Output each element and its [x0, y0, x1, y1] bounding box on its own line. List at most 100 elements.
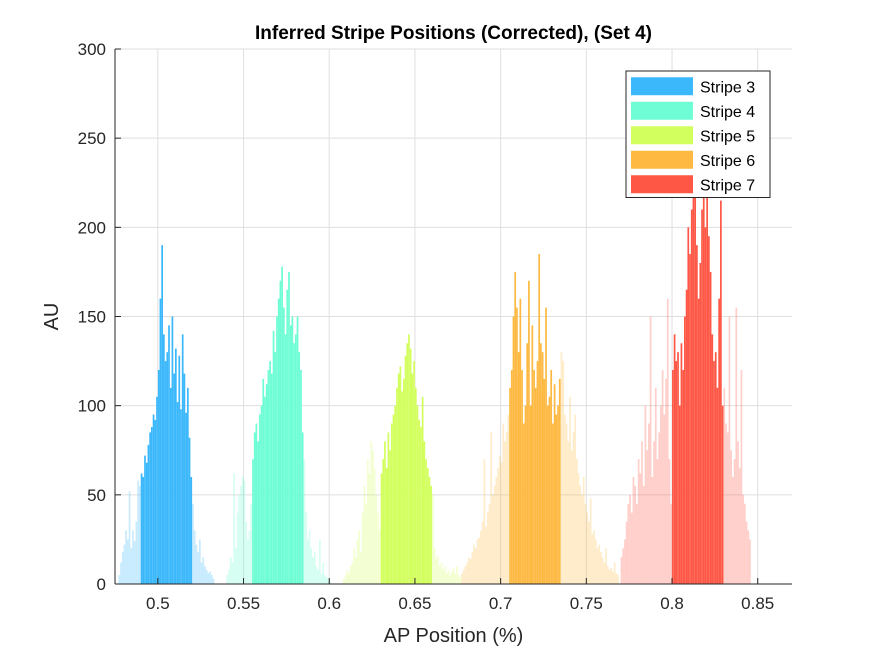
- bar: [632, 477, 635, 584]
- bar: [485, 526, 487, 584]
- bar: [540, 343, 542, 584]
- bar: [610, 567, 613, 584]
- bar: [546, 405, 549, 584]
- bar: [663, 414, 666, 584]
- bar: [720, 200, 722, 584]
- bar: [581, 494, 583, 584]
- bar: [204, 566, 206, 584]
- bar: [656, 459, 659, 584]
- bar: [128, 491, 131, 584]
- bar: [737, 441, 739, 584]
- y-tick-labels: 0 50 100 150 200 250 300: [78, 40, 106, 594]
- bar: [646, 450, 649, 584]
- bar: [150, 427, 153, 584]
- bar: [171, 316, 174, 584]
- bar: [457, 575, 460, 584]
- bar: [306, 539, 309, 584]
- bar: [747, 530, 750, 584]
- bar: [569, 396, 571, 584]
- bar: [726, 432, 729, 584]
- bar: [162, 334, 165, 584]
- bar: [315, 566, 318, 584]
- bar: [284, 334, 287, 584]
- bar: [612, 571, 614, 584]
- bar: [373, 468, 376, 584]
- bar: [495, 477, 498, 584]
- bar: [730, 450, 733, 584]
- bar: [699, 263, 702, 584]
- bar: [168, 325, 170, 584]
- bar: [363, 485, 366, 584]
- bar: [317, 569, 319, 584]
- legend-item: Stripe 3: [631, 77, 755, 96]
- bar: [147, 444, 150, 584]
- bar: [735, 307, 738, 584]
- bar: [438, 566, 441, 584]
- series-7: [620, 173, 751, 585]
- bar: [156, 396, 158, 584]
- bar: [118, 575, 121, 584]
- bar: [498, 455, 501, 584]
- bar: [531, 325, 534, 584]
- bar: [313, 551, 316, 584]
- bar: [701, 209, 703, 584]
- bar: [529, 405, 532, 584]
- bar: [385, 468, 388, 584]
- x-tick-label: 0.55: [227, 594, 260, 613]
- bar: [416, 405, 419, 584]
- bar: [250, 503, 253, 584]
- bar: [125, 530, 127, 584]
- bar: [514, 271, 517, 584]
- bar: [689, 254, 691, 584]
- bar: [202, 557, 205, 584]
- bar: [207, 573, 210, 584]
- bar: [303, 459, 306, 584]
- bar: [137, 480, 139, 584]
- bar: [601, 557, 604, 584]
- bar: [264, 396, 266, 584]
- bar: [140, 473, 143, 584]
- bar: [442, 569, 445, 584]
- bar: [464, 566, 467, 584]
- bar: [562, 361, 565, 584]
- bar: [144, 455, 146, 584]
- bar: [644, 405, 647, 584]
- bar: [288, 271, 290, 584]
- bar: [579, 485, 582, 584]
- bar: [596, 548, 599, 584]
- bar: [421, 396, 424, 584]
- bar: [312, 557, 314, 584]
- bar: [382, 459, 385, 584]
- bar: [366, 459, 369, 584]
- bar: [157, 370, 160, 584]
- bar: [519, 298, 522, 584]
- y-axis-title: AU: [41, 303, 63, 331]
- bar: [426, 468, 429, 584]
- bar: [435, 559, 438, 584]
- bar: [401, 391, 403, 584]
- bars: [118, 173, 751, 585]
- bar: [399, 366, 402, 584]
- y-tick-label: 100: [78, 397, 106, 416]
- bar: [409, 348, 412, 584]
- series-5: [342, 334, 462, 584]
- bar: [574, 414, 577, 584]
- bar: [528, 280, 530, 584]
- bar: [231, 562, 234, 584]
- bar: [121, 551, 124, 584]
- x-axis-title: AP Position (%): [384, 625, 524, 647]
- bar: [541, 352, 544, 584]
- bar: [692, 182, 695, 584]
- bar: [606, 566, 609, 584]
- legend-swatch: [631, 77, 693, 96]
- bar: [690, 209, 693, 584]
- bar: [500, 462, 503, 584]
- bar: [344, 575, 347, 584]
- bar: [135, 521, 138, 584]
- bar: [342, 578, 345, 584]
- x-tick-label: 0.75: [570, 594, 603, 613]
- bar: [192, 503, 194, 584]
- bar: [740, 370, 743, 584]
- bar: [252, 459, 254, 584]
- bar: [723, 387, 726, 584]
